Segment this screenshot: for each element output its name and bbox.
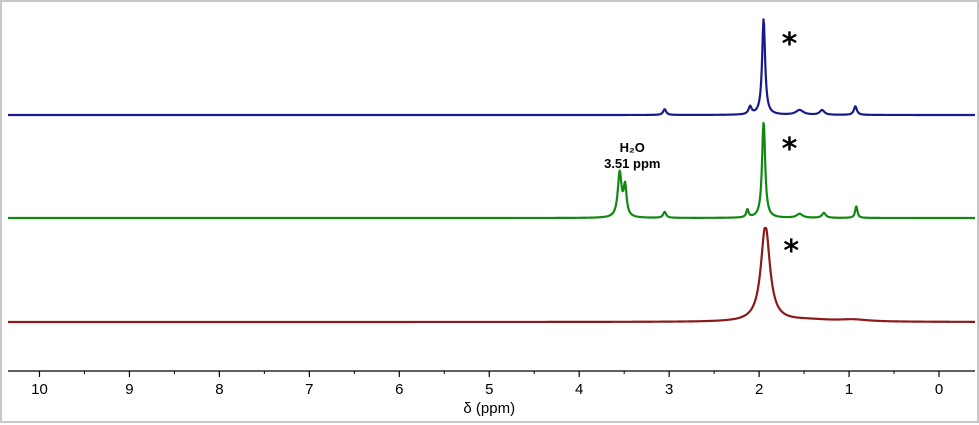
x-tick-label-9: 9 — [125, 381, 133, 398]
x-tick-label-7: 7 — [305, 381, 313, 398]
peak-marker-star-3: * — [783, 234, 799, 269]
x-tick-label-3: 3 — [665, 381, 673, 398]
x-tick-label-5: 5 — [485, 381, 493, 398]
x-tick-label-1: 1 — [845, 381, 853, 398]
peak-marker-star-2: * — [782, 132, 798, 167]
x-tick-label-8: 8 — [215, 381, 223, 398]
spectrum-trace-2 — [7, 121, 976, 220]
x-tick-label-0: 0 — [935, 381, 943, 398]
peak-annotation-value: 3.51 ppm — [604, 156, 660, 171]
peak-marker-star-1: * — [782, 27, 798, 62]
spectrum-trace-1 — [7, 18, 976, 117]
peak-annotation-label: H₂O — [620, 140, 645, 155]
x-tick-label-2: 2 — [755, 381, 763, 398]
x-tick-label-4: 4 — [575, 381, 583, 398]
x-axis-title: δ (ppm) — [463, 400, 515, 417]
spectrum-trace-3 — [7, 226, 976, 324]
x-tick-label-10: 10 — [31, 381, 48, 398]
x-tick-label-6: 6 — [395, 381, 403, 398]
